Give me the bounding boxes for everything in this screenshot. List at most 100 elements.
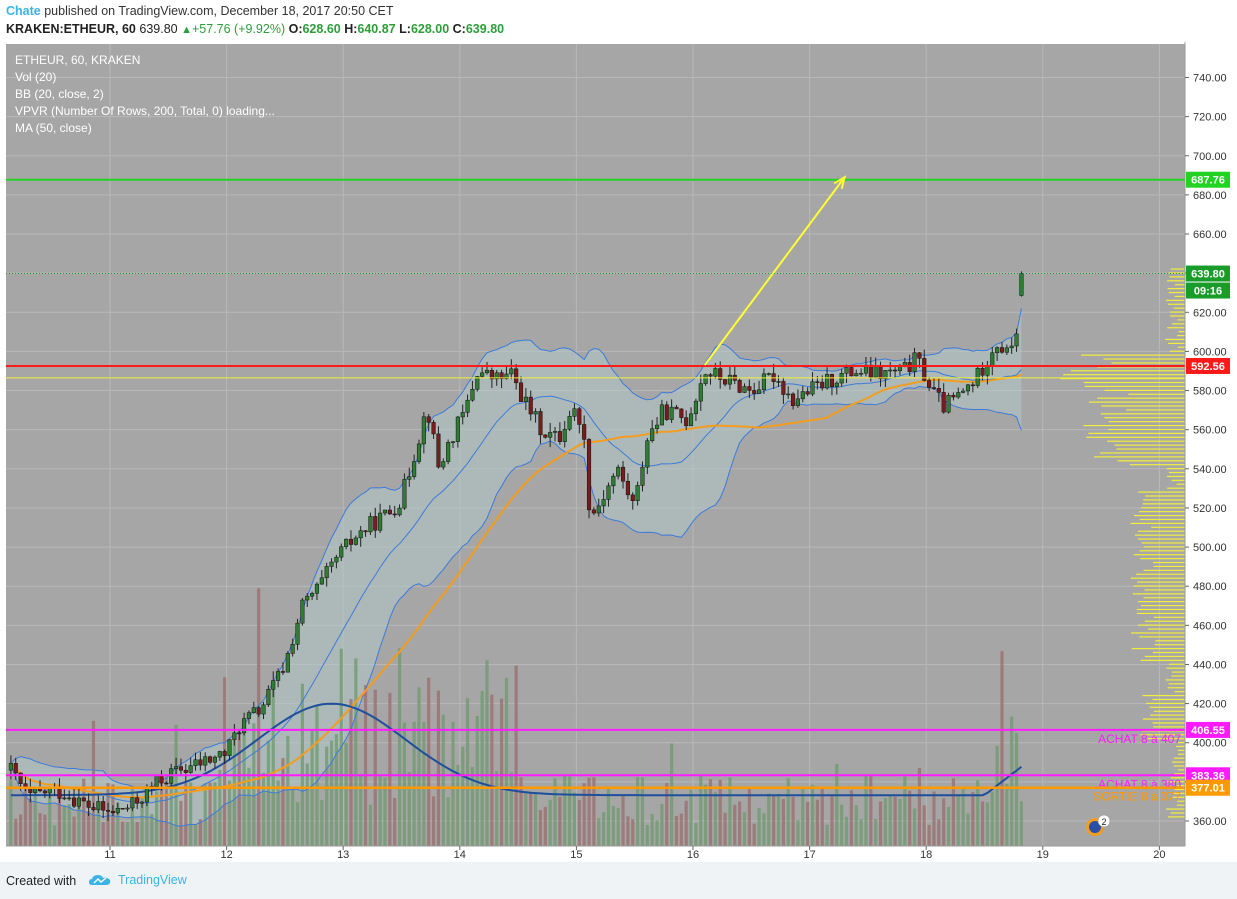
candle[interactable] xyxy=(382,509,388,516)
candle[interactable] xyxy=(431,419,436,439)
candle[interactable] xyxy=(285,651,290,673)
candle[interactable] xyxy=(106,802,111,821)
candle[interactable] xyxy=(776,375,781,387)
candle[interactable] xyxy=(421,412,426,454)
candle[interactable] xyxy=(387,505,392,516)
candle[interactable] xyxy=(591,507,596,516)
candle[interactable] xyxy=(334,554,339,569)
candle[interactable] xyxy=(183,763,188,782)
candle[interactable] xyxy=(101,795,106,819)
candle[interactable] xyxy=(71,788,77,809)
candle[interactable] xyxy=(844,364,849,383)
candle[interactable] xyxy=(611,473,616,494)
candle[interactable] xyxy=(703,373,708,386)
candle[interactable] xyxy=(480,367,485,378)
candle[interactable] xyxy=(786,386,791,399)
candle[interactable] xyxy=(86,793,91,816)
candle[interactable] xyxy=(256,706,261,717)
candle[interactable] xyxy=(965,383,971,396)
candle[interactable] xyxy=(698,374,703,411)
candle[interactable] xyxy=(635,481,640,506)
candle[interactable] xyxy=(946,392,951,414)
candle[interactable] xyxy=(344,538,349,550)
candle[interactable] xyxy=(402,473,407,510)
candle[interactable] xyxy=(125,804,130,812)
candle[interactable] xyxy=(601,490,606,514)
candle[interactable] xyxy=(941,383,946,414)
candle[interactable] xyxy=(645,438,650,475)
price-axis[interactable]: 360.00380.00400.00420.00440.00460.00480.… xyxy=(1184,42,1237,862)
candle[interactable] xyxy=(766,372,771,376)
candle[interactable] xyxy=(552,426,558,442)
candle[interactable] xyxy=(620,461,626,489)
candle[interactable] xyxy=(795,389,800,408)
candle[interactable] xyxy=(174,757,179,775)
candle[interactable] xyxy=(300,597,305,626)
candle[interactable] xyxy=(499,369,504,389)
candle[interactable] xyxy=(854,369,859,377)
candle[interactable] xyxy=(266,685,271,707)
candle[interactable] xyxy=(659,399,664,426)
candle[interactable] xyxy=(227,739,232,761)
candle[interactable] xyxy=(693,398,698,421)
candle[interactable] xyxy=(849,366,854,377)
candle[interactable] xyxy=(324,562,329,587)
candle[interactable] xyxy=(533,408,538,423)
candle[interactable] xyxy=(455,415,460,448)
candle[interactable] xyxy=(567,410,572,431)
candle[interactable] xyxy=(368,512,373,536)
candle[interactable] xyxy=(562,420,567,448)
candle[interactable] xyxy=(140,801,145,808)
candle[interactable] xyxy=(572,403,577,421)
candle[interactable] xyxy=(42,787,47,798)
candle[interactable] xyxy=(557,422,562,445)
candle[interactable] xyxy=(1004,344,1009,355)
candle[interactable] xyxy=(154,774,159,788)
candle[interactable] xyxy=(742,383,747,394)
candle[interactable] xyxy=(606,482,611,507)
candle[interactable] xyxy=(203,752,208,772)
candle[interactable] xyxy=(761,368,766,394)
candle[interactable] xyxy=(961,388,966,394)
candle[interactable] xyxy=(397,504,402,517)
candle[interactable] xyxy=(805,387,810,397)
candle[interactable] xyxy=(339,543,344,561)
candle[interactable] xyxy=(412,454,417,480)
candle[interactable] xyxy=(888,361,893,377)
candle[interactable] xyxy=(62,789,67,801)
candle[interactable] xyxy=(198,751,203,771)
candle[interactable] xyxy=(1009,337,1014,354)
candle[interactable] xyxy=(178,758,183,776)
candle[interactable] xyxy=(222,749,227,765)
projection-arrow[interactable] xyxy=(703,175,847,366)
candle[interactable] xyxy=(640,461,645,492)
candle[interactable] xyxy=(13,757,18,781)
candle[interactable] xyxy=(829,373,834,396)
candle[interactable] xyxy=(426,413,431,432)
candle[interactable] xyxy=(484,362,490,375)
candle[interactable] xyxy=(67,790,72,801)
candle[interactable] xyxy=(791,392,796,410)
candle[interactable] xyxy=(543,434,548,439)
candle[interactable] xyxy=(509,359,514,380)
candle[interactable] xyxy=(290,638,295,657)
candle[interactable] xyxy=(528,390,533,421)
candle[interactable] xyxy=(130,796,135,812)
candle[interactable] xyxy=(630,492,635,510)
candle[interactable] xyxy=(1014,328,1019,352)
alert-badge[interactable]: 2 xyxy=(1086,814,1111,836)
candle[interactable] xyxy=(96,795,101,813)
price-tag[interactable] xyxy=(1186,779,1230,796)
candle[interactable] xyxy=(956,387,961,399)
price-tag[interactable] xyxy=(1186,721,1230,738)
candle[interactable] xyxy=(392,505,397,518)
candle[interactable] xyxy=(436,426,441,469)
candle[interactable] xyxy=(586,438,592,519)
candle[interactable] xyxy=(582,415,587,449)
candle[interactable] xyxy=(407,467,412,487)
candle[interactable] xyxy=(859,368,864,377)
candle[interactable] xyxy=(523,388,528,411)
candle[interactable] xyxy=(120,807,125,810)
candle[interactable] xyxy=(999,342,1005,354)
